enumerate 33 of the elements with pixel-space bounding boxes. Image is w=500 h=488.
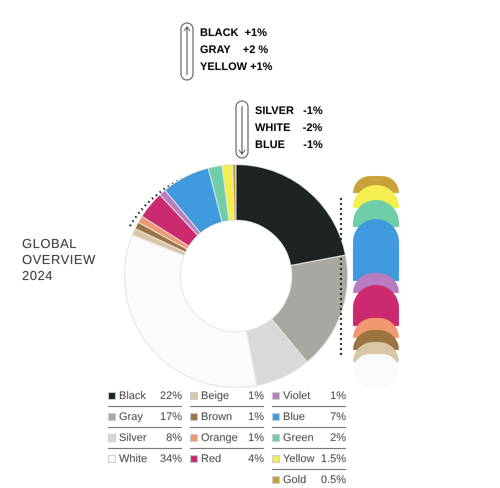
legend-label: Gold (283, 473, 306, 488)
legend-label: Yellow (283, 452, 314, 467)
data-label: 1.5% (320, 452, 346, 467)
data-label: 17% (160, 410, 182, 425)
legend-label: Red (201, 452, 222, 467)
legend-label: Silver (119, 431, 147, 446)
data-label: 1% (248, 431, 264, 446)
text: WHITE -2% (255, 121, 323, 136)
legend-label: Brown (201, 410, 232, 425)
text: BLUE -1% (255, 138, 323, 153)
text: GRAY +2 % (200, 43, 270, 58)
data-label: 34% (160, 452, 182, 467)
text: BLACK +1% (200, 26, 268, 41)
data-label: 1% (330, 389, 346, 404)
legend-label: Violet (283, 389, 310, 404)
slice-label: White (119, 452, 148, 467)
data-label: 7% (330, 410, 346, 425)
legend-label: Green (283, 431, 314, 446)
data-label: 2% (330, 431, 346, 446)
legend-label: Black (119, 389, 146, 404)
legend-label: Blue (283, 410, 306, 425)
legend-label: Beige (201, 389, 230, 404)
data-label: 0.5% (320, 473, 346, 488)
legend-label: Gray (119, 410, 143, 425)
text: GLOBAL OVERVIEW 2024 (22, 236, 96, 284)
data-label: 4% (248, 452, 264, 467)
text: SILVER -1% (255, 104, 323, 119)
data-label: 8% (166, 431, 182, 446)
text: YELLOW +1% (200, 60, 272, 75)
data-label: 22% (160, 389, 182, 404)
legend-label: Orange (201, 431, 238, 446)
data-label: 1% (248, 410, 264, 425)
data-label: 1% (248, 389, 264, 404)
